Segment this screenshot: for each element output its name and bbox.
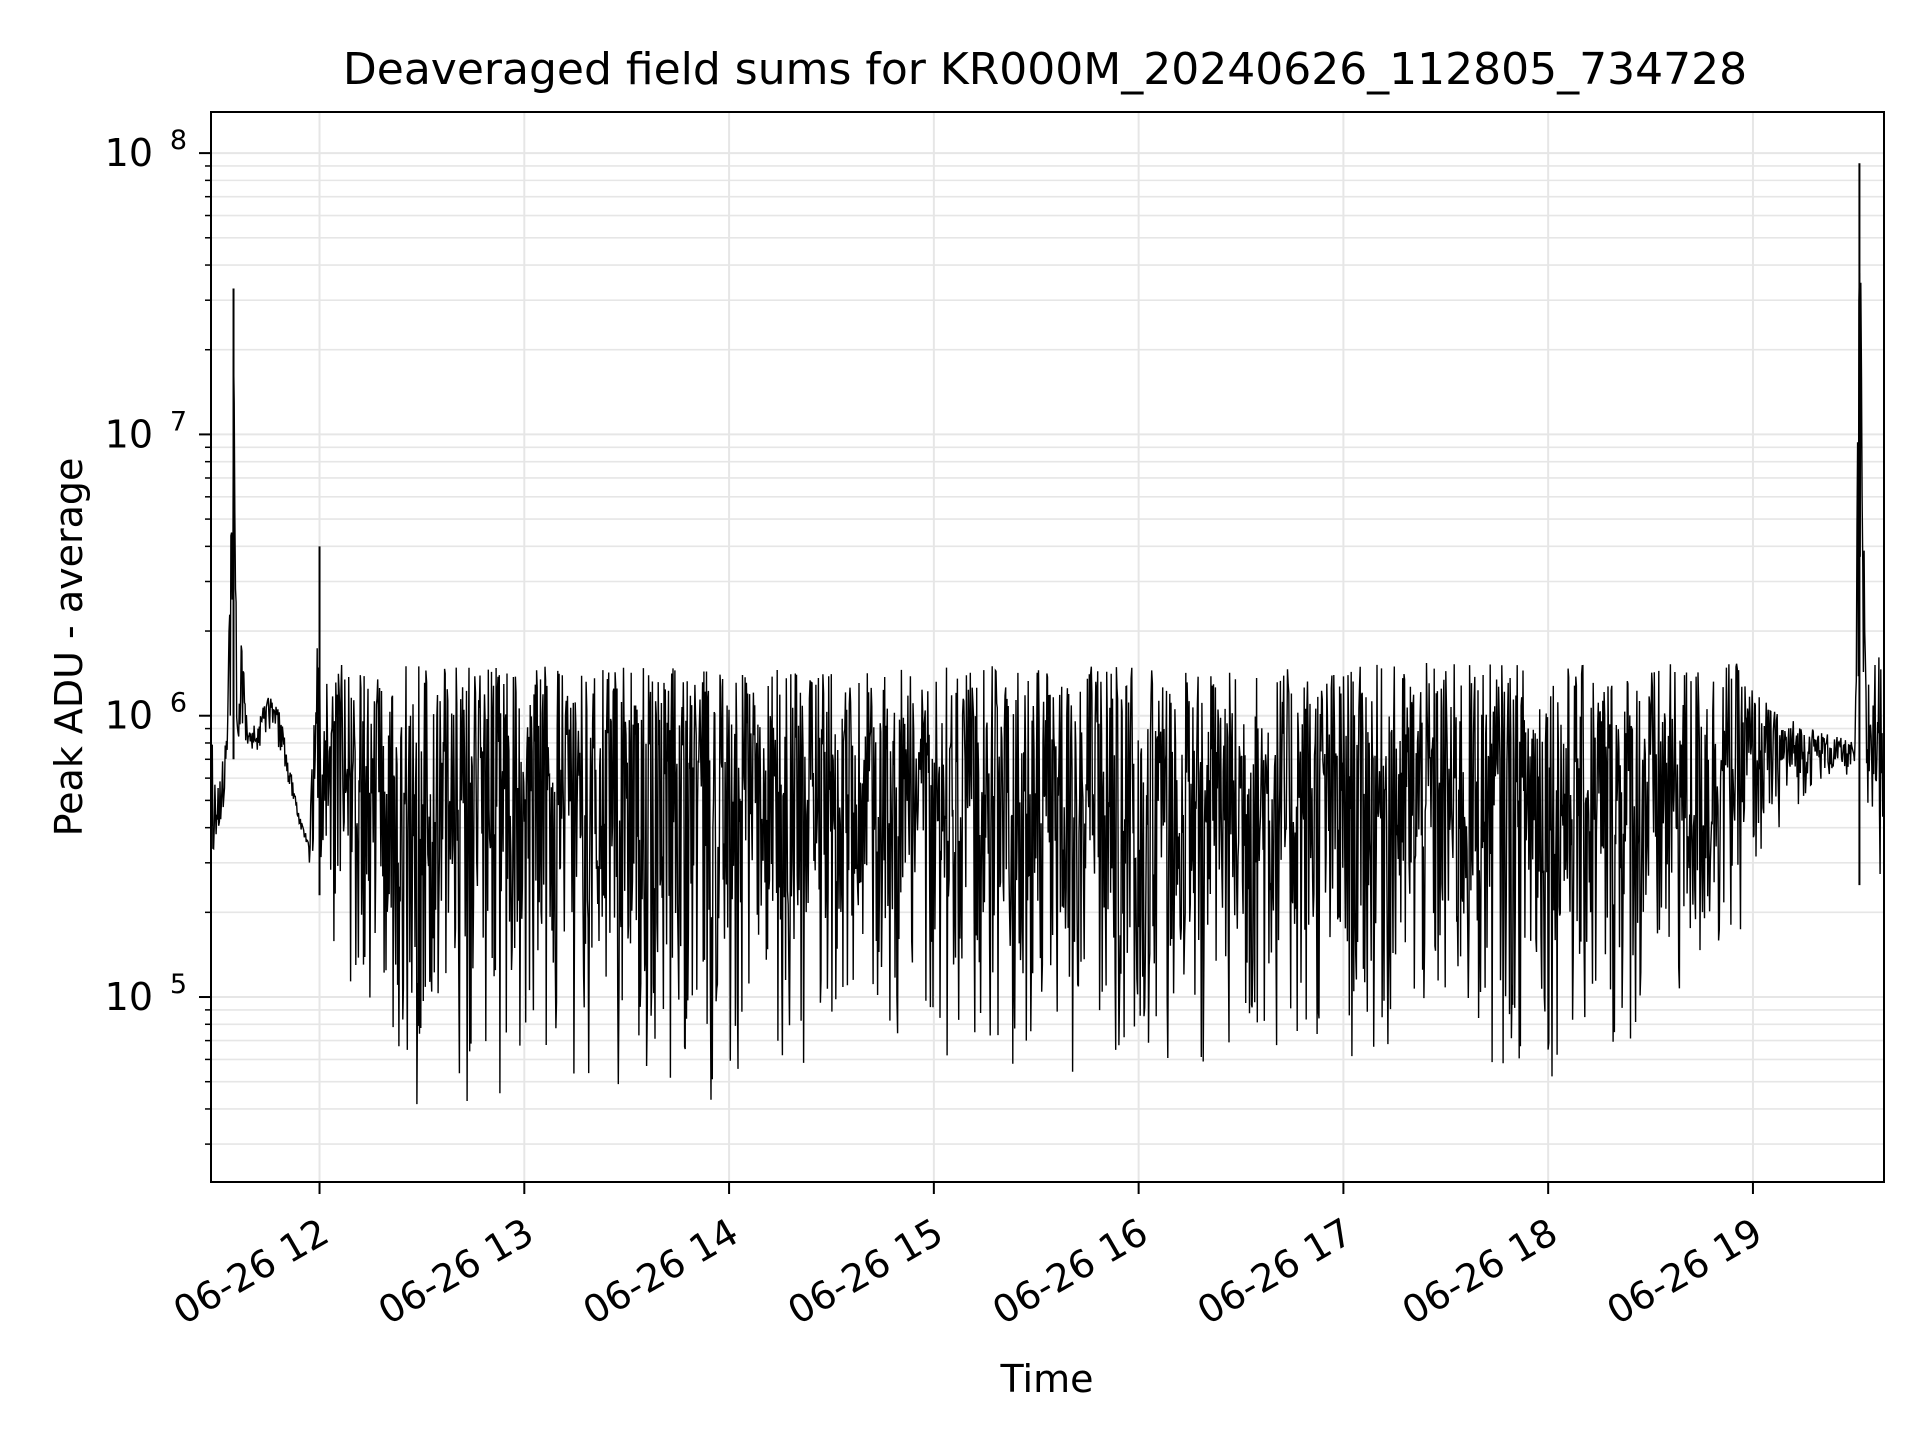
y-tick-exponent: 5 — [170, 969, 187, 1000]
x-axis-label: Time — [1000, 1357, 1094, 1401]
y-axis-ticks: 10 5 10 6 10 7 10 8 — [105, 125, 211, 1145]
y-tick-exponent: 7 — [170, 406, 187, 437]
y-axis-label: Peak ADU - average — [47, 458, 91, 837]
series-layer — [211, 163, 1884, 1105]
y-tick-exponent: 8 — [170, 125, 187, 156]
y-tick-label: 10 — [105, 412, 153, 456]
y-tick-label: 10 — [105, 131, 153, 175]
y-tick-exponent: 6 — [170, 688, 187, 719]
y-tick-label: 10 — [105, 975, 153, 1019]
chart-title: Deaveraged field sums for KR000M_2024062… — [343, 44, 1747, 95]
plot-area-frame — [210, 111, 1885, 1183]
series-line — [211, 273, 1884, 1105]
y-tick-label: 10 — [105, 694, 153, 738]
